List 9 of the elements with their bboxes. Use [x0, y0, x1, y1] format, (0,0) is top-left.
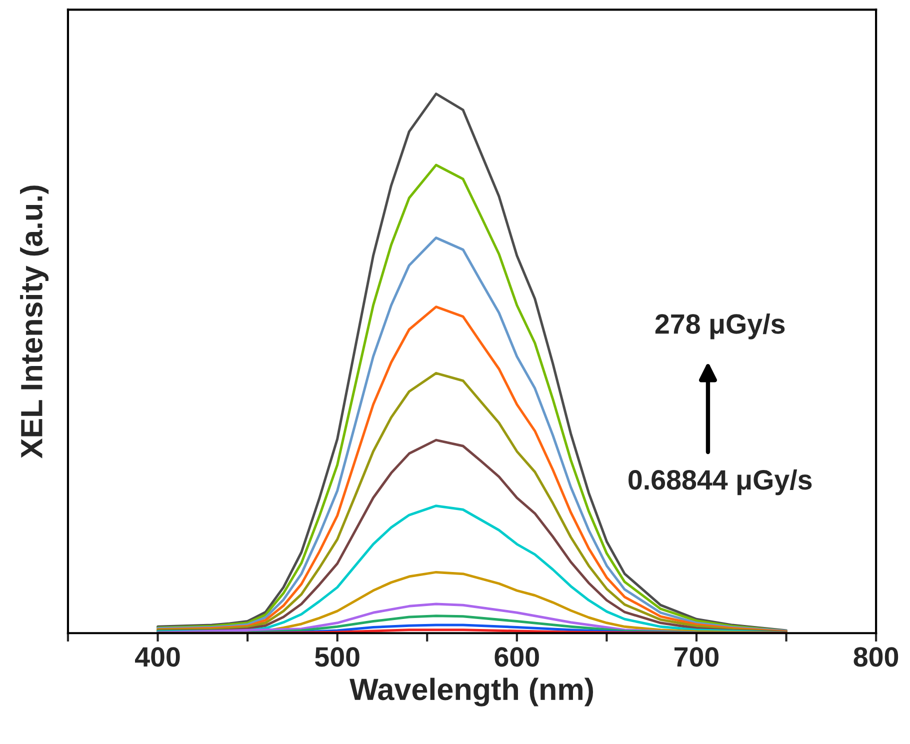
- x-axis-title: Wavelength (nm): [350, 678, 594, 706]
- x-tick-label: 500: [315, 647, 360, 667]
- x-tick-label: 700: [674, 647, 719, 667]
- annotation: 278 μGy/s: [655, 313, 785, 340]
- x-tick-label: 600: [494, 647, 539, 667]
- x-tick-label: 800: [854, 647, 898, 667]
- annotation: 0.68844 μGy/s: [628, 469, 812, 496]
- y-axis-title: XEL Intensity (a.u.): [20, 186, 49, 458]
- x-tick-label: 400: [135, 647, 180, 667]
